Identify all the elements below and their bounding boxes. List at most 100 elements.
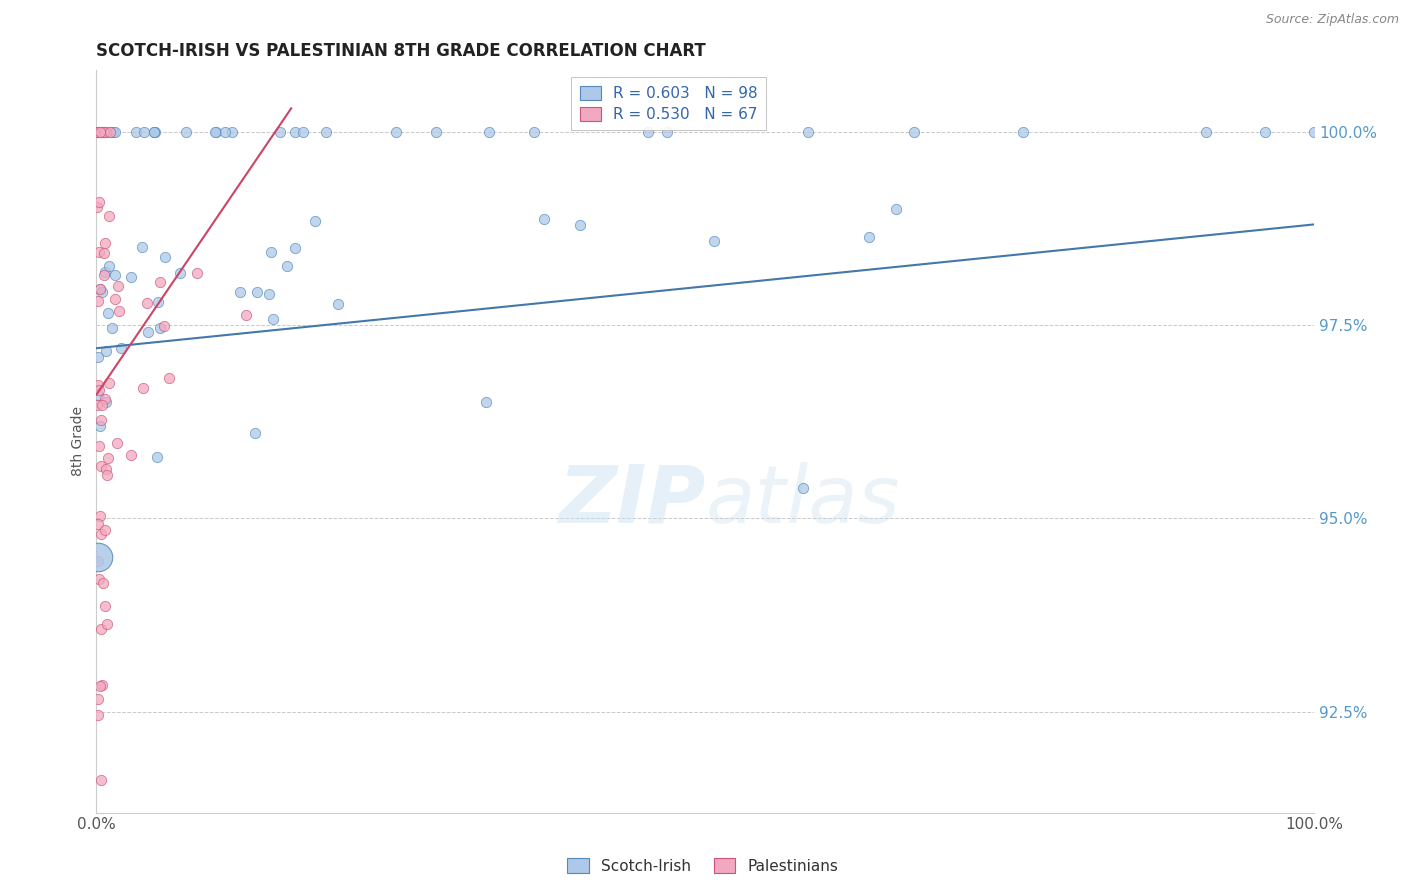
Point (87, 124, 110, 138)
Point (637, 124, 659, 138)
Point (792, 481, 814, 495)
Point (174, 124, 197, 138)
Point (569, 218, 592, 232)
Point (246, 285, 269, 299)
Point (108, 304, 131, 318)
Point (533, 212, 555, 227)
Point (87, 707, 110, 722)
Point (87, 124, 110, 138)
Point (257, 286, 280, 301)
Point (132, 381, 155, 395)
Point (96, 616, 118, 631)
Point (87, 384, 110, 398)
Point (110, 341, 132, 355)
Point (149, 275, 172, 289)
Point (89, 508, 111, 523)
Point (304, 214, 326, 228)
Point (1254, 124, 1277, 138)
Point (136, 296, 159, 310)
Point (93, 124, 115, 138)
Point (1195, 124, 1218, 138)
Point (86, 124, 108, 138)
Point (475, 395, 498, 409)
Point (243, 426, 266, 441)
Point (146, 450, 169, 464)
Text: atlas: atlas (706, 461, 900, 540)
Point (90, 772, 112, 787)
Point (523, 124, 546, 138)
Point (125, 124, 148, 138)
Point (260, 244, 283, 259)
Point (284, 241, 307, 255)
Point (97, 376, 120, 390)
Point (90, 527, 112, 541)
Point (94, 235, 117, 250)
Point (94, 599, 117, 614)
Point (90, 459, 112, 474)
Point (315, 124, 337, 138)
Point (86, 124, 108, 138)
Text: Source: ZipAtlas.com: Source: ZipAtlas.com (1265, 13, 1399, 27)
Point (91, 124, 114, 138)
Point (101, 124, 124, 138)
Y-axis label: 8th Grade: 8th Grade (72, 406, 86, 476)
Point (91, 576, 114, 591)
Point (90, 285, 112, 299)
Point (89, 572, 111, 586)
Point (385, 124, 408, 138)
Point (89, 418, 111, 433)
Point (98, 124, 121, 138)
Point (86, 550, 108, 565)
Point (143, 124, 166, 138)
Point (93, 265, 115, 279)
Text: SCOTCH-IRISH VS PALESTINIAN 8TH GRADE CORRELATION CHART: SCOTCH-IRISH VS PALESTINIAN 8TH GRADE CO… (97, 42, 706, 60)
Point (87, 245, 110, 260)
Point (104, 292, 127, 306)
Point (142, 124, 165, 138)
Point (91, 124, 114, 138)
Point (276, 259, 298, 273)
Point (157, 371, 180, 385)
Point (93, 124, 115, 138)
Point (703, 234, 725, 248)
Point (107, 278, 129, 293)
Point (98, 259, 121, 273)
Point (87, 439, 110, 453)
Point (131, 240, 153, 254)
Point (477, 124, 499, 138)
Point (93, 124, 115, 138)
Point (120, 448, 142, 462)
Point (425, 124, 447, 138)
Point (136, 326, 159, 340)
Point (86, 200, 108, 214)
Point (145, 124, 167, 138)
Point (90, 124, 112, 138)
Point (886, 202, 908, 216)
Point (86, 124, 108, 138)
Point (87, 691, 110, 706)
Point (87, 378, 110, 392)
Point (90, 124, 112, 138)
Point (186, 266, 208, 280)
Point (104, 124, 127, 138)
Point (214, 124, 236, 138)
Point (98, 124, 121, 138)
Point (796, 124, 818, 138)
Point (94, 395, 117, 409)
Point (204, 124, 226, 138)
Point (291, 124, 314, 138)
Point (1303, 124, 1326, 138)
Point (94, 124, 117, 138)
Point (93, 246, 115, 260)
Point (148, 321, 170, 335)
Point (229, 285, 252, 300)
Point (93, 392, 115, 406)
Point (90, 413, 112, 427)
Text: ZIP: ZIP (558, 461, 706, 540)
Point (284, 124, 307, 138)
Point (96, 343, 118, 358)
Point (328, 297, 350, 311)
Point (87, 516, 110, 531)
Point (153, 319, 176, 334)
Point (89, 124, 111, 138)
